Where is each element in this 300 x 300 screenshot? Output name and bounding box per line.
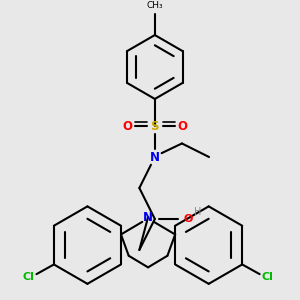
Text: N: N bbox=[143, 211, 153, 224]
Text: N: N bbox=[150, 151, 160, 164]
Text: Cl: Cl bbox=[23, 272, 34, 282]
Text: O: O bbox=[184, 214, 193, 224]
Text: S: S bbox=[151, 119, 159, 133]
Text: O: O bbox=[123, 119, 133, 133]
Text: CH₃: CH₃ bbox=[146, 1, 163, 10]
Text: H: H bbox=[194, 207, 201, 217]
Text: O: O bbox=[177, 119, 187, 133]
Text: Cl: Cl bbox=[262, 272, 274, 282]
